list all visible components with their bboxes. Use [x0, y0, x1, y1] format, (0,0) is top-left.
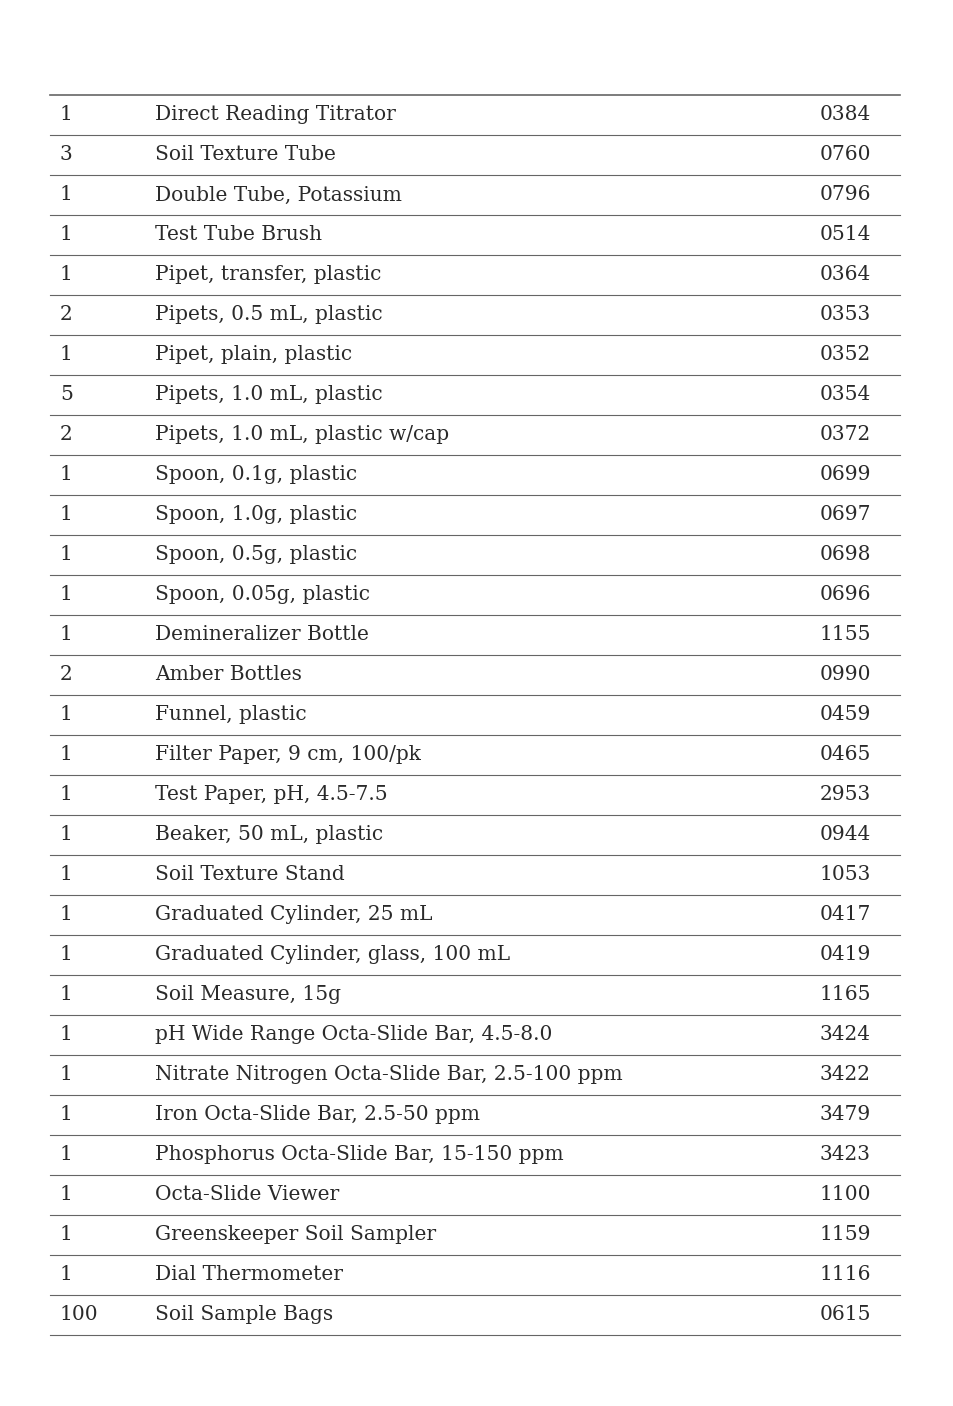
- Text: Filter Paper, 9 cm, 100/pk: Filter Paper, 9 cm, 100/pk: [154, 745, 420, 765]
- Text: Graduated Cylinder, 25 mL: Graduated Cylinder, 25 mL: [154, 905, 432, 925]
- Text: 1: 1: [60, 1185, 72, 1205]
- Text: 1: 1: [60, 1146, 72, 1164]
- Text: Spoon, 0.05g, plastic: Spoon, 0.05g, plastic: [154, 585, 370, 605]
- Text: 0364: 0364: [820, 266, 870, 284]
- Text: 0352: 0352: [820, 346, 870, 364]
- Text: 100: 100: [60, 1306, 98, 1324]
- Text: 1: 1: [60, 825, 72, 845]
- Text: 1: 1: [60, 706, 72, 724]
- Text: 3424: 3424: [820, 1025, 870, 1045]
- Text: 1: 1: [60, 866, 72, 884]
- Text: 1: 1: [60, 905, 72, 925]
- Text: 3423: 3423: [820, 1146, 870, 1164]
- Text: 3: 3: [60, 145, 72, 165]
- Text: Test Tube Brush: Test Tube Brush: [154, 225, 322, 245]
- Text: Soil Texture Tube: Soil Texture Tube: [154, 145, 335, 165]
- Text: Soil Measure, 15g: Soil Measure, 15g: [154, 986, 340, 1004]
- Text: Dial Thermometer: Dial Thermometer: [154, 1265, 343, 1285]
- Text: 1: 1: [60, 465, 72, 485]
- Text: 1116: 1116: [820, 1265, 871, 1285]
- Text: Nitrate Nitrogen Octa-Slide Bar, 2.5-100 ppm: Nitrate Nitrogen Octa-Slide Bar, 2.5-100…: [154, 1066, 622, 1084]
- Text: 0698: 0698: [820, 546, 871, 564]
- Text: 1159: 1159: [820, 1226, 871, 1244]
- Text: Pipet, plain, plastic: Pipet, plain, plastic: [154, 346, 352, 364]
- Text: 1: 1: [60, 945, 72, 965]
- Text: Test Paper, pH, 4.5-7.5: Test Paper, pH, 4.5-7.5: [154, 786, 387, 804]
- Text: 1053: 1053: [820, 866, 870, 884]
- Text: 1: 1: [60, 1105, 72, 1125]
- Text: 0699: 0699: [820, 465, 871, 485]
- Text: 1: 1: [60, 346, 72, 364]
- Text: 0353: 0353: [820, 305, 870, 325]
- Text: 2953: 2953: [820, 786, 870, 804]
- Text: 0944: 0944: [820, 825, 870, 845]
- Text: 0697: 0697: [820, 506, 871, 524]
- Text: 0417: 0417: [820, 905, 870, 925]
- Text: 0419: 0419: [820, 945, 870, 965]
- Text: 1: 1: [60, 626, 72, 644]
- Text: 2: 2: [60, 305, 72, 325]
- Text: 0384: 0384: [820, 105, 870, 125]
- Text: 1: 1: [60, 1066, 72, 1084]
- Text: 0990: 0990: [820, 665, 871, 685]
- Text: Demineralizer Bottle: Demineralizer Bottle: [154, 626, 369, 644]
- Text: 1155: 1155: [820, 626, 871, 644]
- Text: 0760: 0760: [820, 145, 871, 165]
- Text: 1: 1: [60, 986, 72, 1004]
- Text: Direct Reading Titrator: Direct Reading Titrator: [154, 105, 395, 125]
- Text: 0372: 0372: [820, 426, 870, 444]
- Text: pH Wide Range Octa-Slide Bar, 4.5-8.0: pH Wide Range Octa-Slide Bar, 4.5-8.0: [154, 1025, 552, 1045]
- Text: 5: 5: [60, 385, 72, 405]
- Text: Amber Bottles: Amber Bottles: [154, 665, 301, 685]
- Text: Pipets, 1.0 mL, plastic: Pipets, 1.0 mL, plastic: [154, 385, 382, 405]
- Text: Spoon, 1.0g, plastic: Spoon, 1.0g, plastic: [154, 506, 356, 524]
- Text: Pipets, 0.5 mL, plastic: Pipets, 0.5 mL, plastic: [154, 305, 382, 325]
- Text: Pipet, transfer, plastic: Pipet, transfer, plastic: [154, 266, 381, 284]
- Text: Beaker, 50 mL, plastic: Beaker, 50 mL, plastic: [154, 825, 383, 845]
- Text: 1165: 1165: [820, 986, 871, 1004]
- Text: 1: 1: [60, 225, 72, 245]
- Text: 3479: 3479: [820, 1105, 870, 1125]
- Text: 1: 1: [60, 786, 72, 804]
- Text: 0514: 0514: [820, 225, 870, 245]
- Text: 1: 1: [60, 1226, 72, 1244]
- Text: 0459: 0459: [820, 706, 870, 724]
- Text: 1: 1: [60, 745, 72, 765]
- Text: 1: 1: [60, 1025, 72, 1045]
- Text: Octa-Slide Viewer: Octa-Slide Viewer: [154, 1185, 339, 1205]
- Text: 1: 1: [60, 546, 72, 564]
- Text: 0796: 0796: [820, 186, 871, 204]
- Text: Soil Texture Stand: Soil Texture Stand: [154, 866, 344, 884]
- Text: Iron Octa-Slide Bar, 2.5-50 ppm: Iron Octa-Slide Bar, 2.5-50 ppm: [154, 1105, 479, 1125]
- Text: Phosphorus Octa-Slide Bar, 15-150 ppm: Phosphorus Octa-Slide Bar, 15-150 ppm: [154, 1146, 563, 1164]
- Text: 1100: 1100: [820, 1185, 871, 1205]
- Text: Funnel, plastic: Funnel, plastic: [154, 706, 306, 724]
- Text: Graduated Cylinder, glass, 100 mL: Graduated Cylinder, glass, 100 mL: [154, 945, 510, 965]
- Text: Soil Sample Bags: Soil Sample Bags: [154, 1306, 333, 1324]
- Text: 0615: 0615: [820, 1306, 871, 1324]
- Text: 1: 1: [60, 506, 72, 524]
- Text: Pipets, 1.0 mL, plastic w/cap: Pipets, 1.0 mL, plastic w/cap: [154, 426, 449, 444]
- Text: Greenskeeper Soil Sampler: Greenskeeper Soil Sampler: [154, 1226, 436, 1244]
- Text: 0354: 0354: [820, 385, 870, 405]
- Text: Spoon, 0.5g, plastic: Spoon, 0.5g, plastic: [154, 546, 356, 564]
- Text: 1: 1: [60, 105, 72, 125]
- Text: 3422: 3422: [820, 1066, 870, 1084]
- Text: 1: 1: [60, 585, 72, 605]
- Text: Double Tube, Potassium: Double Tube, Potassium: [154, 186, 401, 204]
- Text: 1: 1: [60, 186, 72, 204]
- Text: 0696: 0696: [820, 585, 871, 605]
- Text: 1: 1: [60, 1265, 72, 1285]
- Text: 2: 2: [60, 426, 72, 444]
- Text: 2: 2: [60, 665, 72, 685]
- Text: Spoon, 0.1g, plastic: Spoon, 0.1g, plastic: [154, 465, 356, 485]
- Text: 0465: 0465: [820, 745, 870, 765]
- Text: 1: 1: [60, 266, 72, 284]
